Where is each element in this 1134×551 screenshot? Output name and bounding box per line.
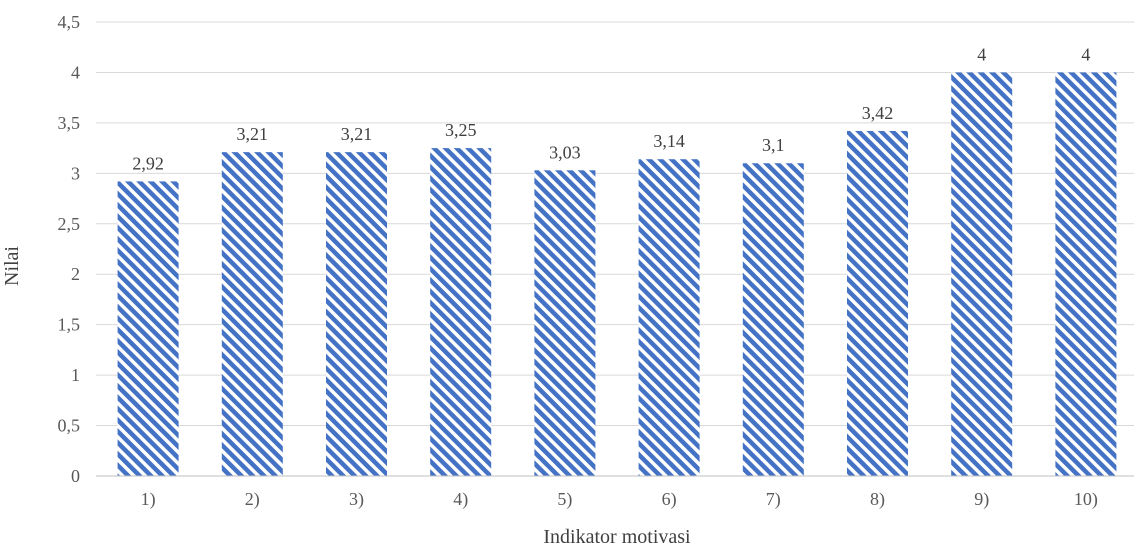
bar-value-label: 4 — [1081, 44, 1090, 64]
x-tick-label: 2) — [245, 489, 260, 510]
bar-value-label: 3,25 — [445, 120, 477, 140]
bars — [117, 72, 1117, 476]
axes: 0 0,5 1 1,5 2 2,5 3 3,5 4 4,5 1) 2) 3) 4) 5) 6) 7) 8) 9) 10… — [58, 12, 1134, 510]
bar — [847, 130, 908, 476]
x-axis-title: Indikator motivasi — [543, 526, 691, 548]
bar — [221, 152, 283, 476]
y-tick-label: 4,5 — [58, 12, 81, 32]
bar-value-label: 3,1 — [762, 135, 785, 155]
y-tick-label: 2 — [71, 264, 80, 284]
bar-value-label: 2,92 — [132, 153, 164, 173]
bar — [430, 148, 492, 476]
bar — [638, 159, 700, 476]
bar-value-label: 4 — [977, 44, 986, 64]
x-tick-label: 7) — [766, 489, 781, 510]
y-tick-label: 3,5 — [58, 113, 81, 133]
bar-value-label: 3,03 — [549, 142, 581, 162]
y-tick-label: 4 — [71, 62, 80, 82]
bar — [117, 181, 179, 476]
y-tick-label: 2,5 — [58, 214, 81, 234]
bar-value-label: 3,42 — [862, 103, 894, 123]
bar — [534, 170, 596, 476]
x-tick-label: 9) — [974, 489, 989, 510]
x-tick-label: 6) — [662, 489, 677, 510]
x-tick-label: 10) — [1074, 489, 1098, 510]
y-tick-label: 0 — [71, 466, 80, 486]
y-tick-label: 0,5 — [58, 416, 81, 436]
bar-value-label: 3,21 — [341, 124, 373, 144]
y-tick-label: 1 — [71, 365, 80, 385]
data-labels: 2,92 3,21 3,21 3,25 3,03 3,14 3,1 3,42 4 4 — [132, 44, 1090, 173]
x-tick-label: 8) — [870, 489, 885, 510]
x-tick-label: 1) — [141, 489, 156, 510]
bar — [1055, 72, 1117, 476]
bar — [742, 163, 804, 476]
y-axis-title: Nilai — [1, 246, 23, 286]
bar — [326, 152, 387, 476]
x-tick-label: 4) — [453, 489, 468, 510]
x-tick-label: 5) — [557, 489, 572, 510]
bar-value-label: 3,21 — [237, 124, 269, 144]
x-tick-label: 3) — [349, 489, 364, 510]
y-tick-label: 1,5 — [58, 315, 81, 335]
bar-value-label: 3,14 — [653, 131, 685, 151]
y-tick-label: 3 — [71, 163, 80, 183]
bar — [951, 72, 1013, 476]
